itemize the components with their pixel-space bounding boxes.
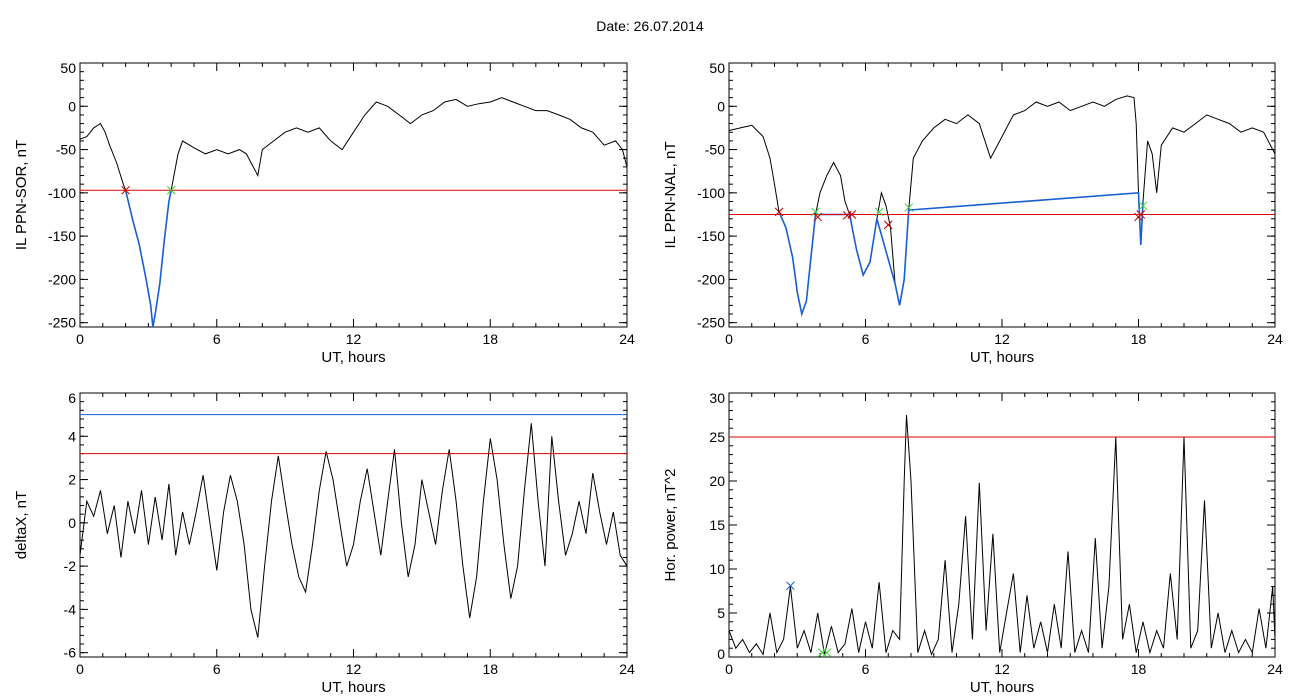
panel-bottom-left: 0 6 12 18 24 6 4 2 0 -2 -4 -6 UT, hours deltaX, nT [13,390,635,696]
x-axis-label: UT, hours [321,679,385,696]
y-tick-label: -200 [48,271,76,287]
y-tick-label: 20 [709,473,725,489]
x-tick-label: 12 [346,661,362,677]
y-tick-label: 2 [68,472,76,488]
x-tick-label: 6 [213,661,221,677]
x-tick-label: 12 [994,661,1010,677]
x-axis-label: UT, hours [970,349,1034,366]
x-tick-label: 0 [725,331,733,347]
series-line-black [729,95,1275,316]
marker-green [874,207,884,217]
y-tick-label: -200 [697,271,725,287]
page-title: Date: 26.07.2014 [596,18,704,34]
plot-area [80,414,627,638]
panel-bottom-right: 0 6 12 18 24 30 25 20 15 10 5 0 UT, hours Hor. power,… [662,390,1283,696]
marker-red [847,210,857,219]
y-tick-label: -2 [64,558,77,574]
panel-top-right: 0 6 12 18 24 50 0 -50 -100 -150 -200 -250 UT, hours I… [662,60,1283,366]
x-tick-label: 0 [76,331,84,347]
y-tick-label: 0 [68,98,76,114]
series-line-blue [778,191,1144,317]
y-tick-label: -250 [48,315,76,331]
x-tick-label: 24 [1267,661,1283,677]
series-line-black [80,97,627,327]
plot-frame [79,62,628,328]
x-tick-label: 0 [76,661,84,677]
marker-red [883,220,893,230]
x-axis-label: UT, hours [970,679,1034,696]
y-tick-label: 25 [709,429,725,445]
marker-red [1136,210,1146,219]
marker-green [811,207,820,217]
y-axis-label: IL PPN-NAL, nT [662,142,679,249]
y-tick-label: 50 [709,60,725,76]
x-axis-label: UT, hours [321,349,385,366]
y-tick-label: 4 [68,428,76,444]
plot-frame [728,392,1276,658]
plot-frame [728,62,1276,328]
x-tick-label: 24 [619,331,635,347]
marker-green [904,203,914,212]
marker-red [774,207,784,217]
plot-frame [79,392,628,658]
x-tick-label: 18 [482,331,498,347]
x-tick-label: 12 [346,331,362,347]
y-tick-label: -150 [697,228,725,244]
plot-area [729,95,1275,317]
plot-area [729,414,1275,657]
y-tick-label: -250 [697,315,725,331]
y-tick-label: -50 [705,142,725,158]
marker-green [822,648,832,657]
x-tick-label: 6 [862,661,870,677]
plot-area [80,97,627,327]
y-tick-label: 50 [60,60,76,76]
y-tick-label: 15 [709,517,725,533]
marker-blue [786,581,795,591]
y-tick-label: 5 [717,605,725,621]
y-tick-label: 30 [709,390,725,406]
y-tick-label: -6 [64,645,77,661]
y-tick-label: 0 [68,515,76,531]
marker-green [166,185,176,195]
x-tick-label: 12 [994,331,1010,347]
series-line-blue [124,190,172,327]
series-line-black [80,423,627,638]
y-axis-label: IL PPN-SOR, nT [13,140,30,250]
y-tick-label: -50 [56,142,76,158]
marker-red [813,212,823,222]
y-tick-label: -150 [48,228,76,244]
x-tick-label: 18 [482,661,498,677]
panel-top-left: 0 6 12 18 24 50 0 -50 -100 -150 -200 -250 UT, hours I… [13,60,635,366]
marker-green [1138,201,1148,211]
marker-red [121,185,130,195]
y-tick-label: 10 [709,561,725,577]
x-tick-label: 18 [1131,661,1147,677]
x-tick-label: 6 [862,331,870,347]
y-tick-label: 6 [68,390,76,406]
series-line-black [729,414,1275,656]
x-tick-label: 24 [619,661,635,677]
y-tick-label: 0 [717,646,725,662]
y-tick-label: -100 [48,185,76,201]
y-tick-label: -100 [697,185,725,201]
x-tick-label: 0 [725,661,733,677]
x-tick-label: 6 [213,331,221,347]
y-axis-label: Hor. power, nT^2 [662,469,679,582]
y-axis-label: deltaX, nT [13,491,30,559]
x-tick-label: 18 [1131,331,1147,347]
y-tick-label: -4 [64,601,77,617]
y-tick-label: 0 [717,98,725,114]
marker-green [817,648,827,657]
x-tick-label: 24 [1267,331,1283,347]
